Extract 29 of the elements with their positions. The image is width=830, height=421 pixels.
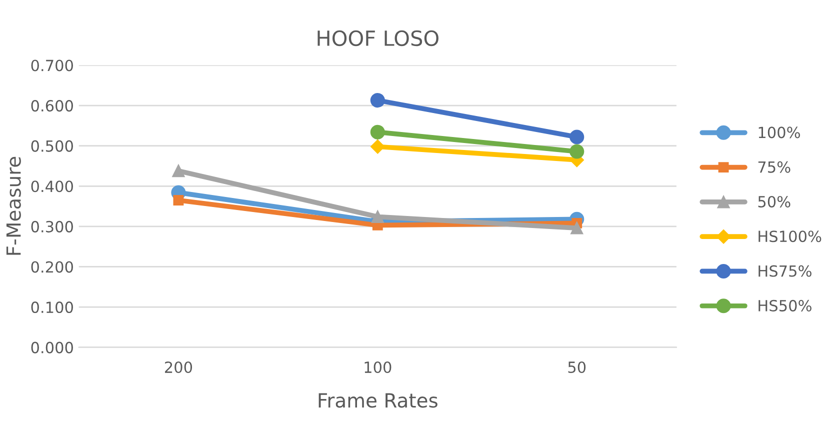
chart-title: HOOF LOSO <box>318 30 438 46</box>
point <box>172 164 185 178</box>
point <box>371 210 384 224</box>
x-tick-label: 100 <box>364 361 392 374</box>
y-tick-label: 0.600 <box>31 100 73 112</box>
point <box>370 93 385 108</box>
legend-label: 100% <box>758 126 800 138</box>
legend-label: 75% <box>758 161 790 173</box>
x-axis-title: Frame Rates <box>318 393 438 408</box>
point <box>570 144 584 159</box>
legend-label: 50% <box>758 196 790 208</box>
point <box>570 222 584 234</box>
point <box>173 195 184 206</box>
legend-label: HS75% <box>758 265 812 277</box>
y-axis-title: F-Measure <box>6 156 21 255</box>
y-tick-label: 0.000 <box>31 342 73 354</box>
point <box>370 124 385 140</box>
legend-label: HS100% <box>758 230 822 242</box>
legend-label: HS50% <box>758 300 812 312</box>
point <box>370 140 385 154</box>
y-tick-label: 0.500 <box>31 140 73 152</box>
y-tick-label: 0.700 <box>31 60 73 72</box>
y-tick-label: 0.100 <box>31 301 73 314</box>
y-tick-label: 0.300 <box>31 220 73 232</box>
point <box>570 130 584 144</box>
y-tick-label: 0.200 <box>31 261 73 273</box>
x-tick-label: 200 <box>164 361 192 374</box>
x-tick-label: 50 <box>568 361 586 374</box>
y-tick-label: 0.400 <box>31 180 73 192</box>
